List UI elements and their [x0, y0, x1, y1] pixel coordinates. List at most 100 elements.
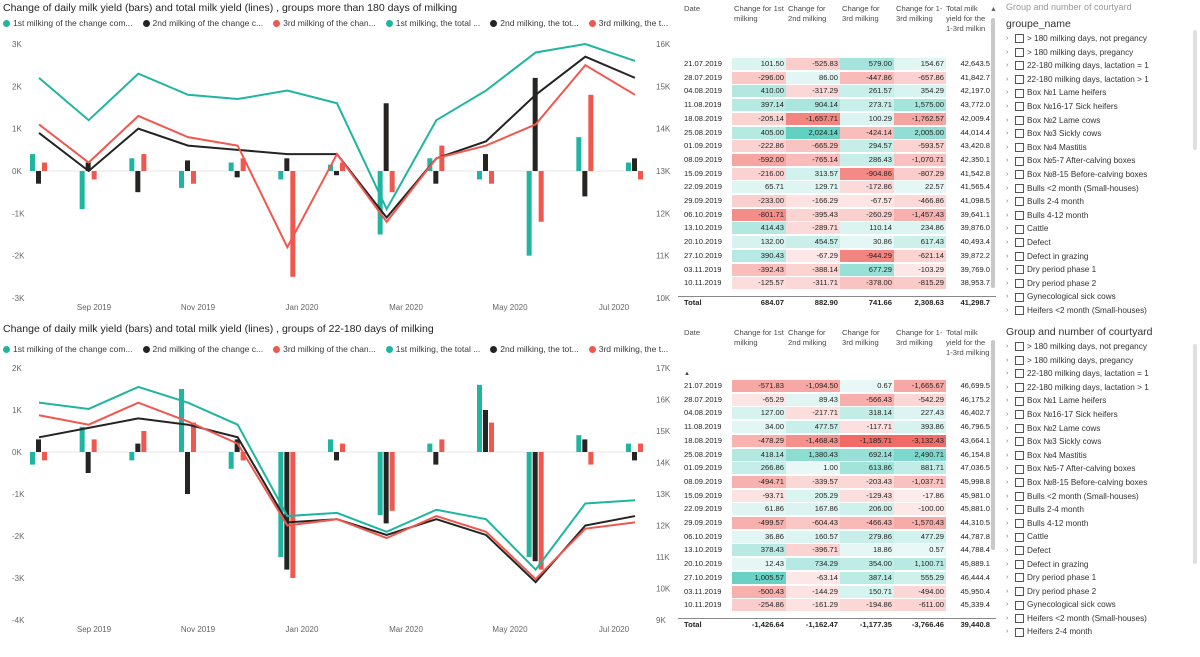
checkbox[interactable] [1015, 532, 1024, 542]
table-row[interactable]: 03.11.2019 -500.43 -144.29 150.71 -494.00 45,… [678, 585, 996, 598]
slicer-item[interactable]: › Bulls <2 month (Small-houses) [1006, 490, 1192, 504]
chevron-right-icon[interactable]: › [1006, 356, 1009, 364]
table-row[interactable]: 15.09.2019 -93.71 205.29 -129.43 -17.86 45,98… [678, 489, 996, 502]
bar-oct-2019[interactable] [141, 431, 147, 452]
bar-aug-2020[interactable] [632, 158, 637, 171]
checkbox[interactable] [1015, 143, 1024, 153]
checkbox[interactable] [1015, 464, 1024, 474]
checkbox[interactable] [1015, 197, 1024, 207]
bar-sep-2019[interactable] [91, 171, 97, 180]
bar-sep-2019[interactable] [85, 452, 91, 473]
legend-item[interactable]: 1st milking, the total ... [385, 18, 480, 28]
slicer-item[interactable]: › Heifers 2-4 month [1006, 625, 1192, 639]
bar-aug-2020[interactable] [626, 443, 631, 452]
checkbox[interactable] [1015, 115, 1024, 125]
slicer-item[interactable]: › Box №5-7 After-calving boxes [1006, 462, 1192, 476]
chevron-right-icon[interactable]: › [1006, 130, 1009, 138]
checkbox[interactable] [1015, 573, 1024, 583]
checkbox[interactable] [1015, 102, 1024, 112]
checkbox[interactable] [1015, 183, 1024, 193]
bar-aug-2020[interactable] [626, 162, 631, 171]
checkbox[interactable] [1015, 478, 1024, 488]
bar-jan-2020[interactable] [278, 171, 284, 180]
chevron-right-icon[interactable]: › [1006, 560, 1009, 568]
bar-nov-2019[interactable] [191, 422, 196, 452]
bar-nov-2019[interactable] [179, 171, 184, 188]
checkbox[interactable] [1015, 47, 1024, 57]
bar-oct-2019[interactable] [141, 154, 147, 171]
bar-feb-2020[interactable] [334, 171, 339, 176]
bar-dec-2019[interactable] [240, 158, 246, 171]
checkbox[interactable] [1015, 437, 1024, 447]
bar-jun-2020[interactable] [538, 452, 544, 570]
slicer-item[interactable]: › Dry period phase 1 [1006, 571, 1192, 585]
bar-mar-2020[interactable] [389, 452, 395, 511]
table-row[interactable]: 13.10.2019 414.43 -289.71 110.14 234.86 39,87… [678, 222, 996, 235]
chevron-right-icon[interactable]: › [1006, 546, 1009, 554]
table-row[interactable]: 29.09.2019 -499.57 -604.43 -466.43 -1,570.43… [678, 517, 996, 529]
bar-jan-2020[interactable] [290, 171, 296, 277]
checkbox[interactable] [1015, 505, 1024, 515]
bar-jul-2020[interactable] [582, 171, 588, 197]
checkbox[interactable] [1015, 251, 1024, 261]
table-row[interactable]: 27.10.2019 390.43 -67.29 -944.29 -621.14 39,8… [678, 249, 996, 262]
checkbox[interactable] [1015, 355, 1024, 365]
bar-jun-2020[interactable] [532, 452, 538, 562]
slicer-item[interactable]: › 22-180 milking days, lactation = 1 [1006, 59, 1192, 73]
slicer2-scrollbar[interactable] [1193, 344, 1197, 564]
bar-aug-2019[interactable] [30, 452, 35, 465]
chevron-right-icon[interactable]: › [1006, 424, 1009, 432]
slicer-item[interactable]: › Bulls 4-12 month [1006, 209, 1192, 223]
chevron-right-icon[interactable]: › [1006, 48, 1009, 56]
slicer-item[interactable]: › Bulls 2-4 month [1006, 503, 1192, 517]
sort-ascending-icon[interactable]: ▲ [684, 371, 690, 377]
chevron-right-icon[interactable]: › [1006, 75, 1009, 83]
slicer-item[interactable]: › Cattle [1006, 530, 1192, 544]
col-date-header[interactable]: Date [684, 4, 701, 13]
bar-aug-2019[interactable] [42, 452, 47, 461]
checkbox[interactable] [1015, 170, 1024, 180]
legend-item[interactable]: 2nd milking, the tot... [490, 344, 579, 354]
table-row[interactable]: 28.07.2019 -65.29 89.43 -566.43 -542.29 46,17… [678, 393, 996, 406]
legend-item[interactable]: 3rd milking, the t... [588, 18, 668, 28]
bar-may-2020[interactable] [489, 422, 494, 452]
chevron-right-icon[interactable]: › [1006, 451, 1009, 459]
table-row[interactable]: 08.09.2019 -592.00 -765.14 286.43 -1,070.71 4… [678, 153, 996, 166]
table-row[interactable]: 10.11.2019 -125.57 -311.71 -378.00 -815.29 38… [678, 277, 996, 290]
col-header[interactable]: Change for 3rd milking [842, 4, 880, 23]
col-header[interactable]: Total milk yield for the 1-3rd milking [946, 328, 990, 357]
bar-feb-2020[interactable] [340, 443, 345, 452]
chevron-right-icon[interactable]: › [1006, 35, 1009, 42]
col-header[interactable]: Change for 1st milking [734, 328, 784, 347]
chevron-right-icon[interactable]: › [1006, 383, 1009, 391]
chevron-right-icon[interactable]: › [1006, 397, 1009, 405]
bar-mar-2020[interactable] [377, 171, 383, 235]
slicer-item[interactable]: › Heifers <2 month (Small-houses) [1006, 304, 1192, 318]
col-header[interactable]: Change for 1-3rd milking [896, 4, 943, 23]
legend-item[interactable]: 3rd milking, the t... [588, 344, 668, 354]
legend-item[interactable]: 2nd milking, the tot... [490, 18, 579, 28]
checkbox[interactable] [1015, 75, 1024, 85]
chevron-right-icon[interactable]: › [1006, 601, 1009, 609]
table-row[interactable]: 18.08.2019 -205.14 -1,657.71 100.29 -1,762.5… [678, 112, 996, 125]
slicer-item[interactable]: › Defect [1006, 236, 1192, 250]
checkbox[interactable] [1015, 546, 1024, 556]
slicer-item[interactable]: › Box №1 Lame heifers [1006, 394, 1192, 408]
slicer-item[interactable]: › Box №8-15 Before-calving boxes [1006, 168, 1192, 182]
slicer-item[interactable]: › > 180 milking days, not pregancy [1006, 32, 1192, 46]
bar-sep-2019[interactable] [85, 162, 91, 171]
bar-apr-2020[interactable] [439, 145, 445, 171]
bar-dec-2019[interactable] [234, 171, 240, 178]
checkbox[interactable] [1015, 369, 1024, 379]
table-row[interactable]: 20.10.2019 12.43 734.29 354.00 1,100.71 45,88… [678, 558, 996, 571]
bar-dec-2019[interactable] [234, 439, 240, 452]
slicer-item[interactable]: › Bulls 2-4 month [1006, 195, 1192, 209]
table-row[interactable]: 13.10.2019 378.43 -396.71 18.86 0.57 44,788.4 [678, 544, 996, 557]
bar-nov-2019[interactable] [185, 452, 190, 494]
checkbox[interactable] [1015, 423, 1024, 433]
checkbox[interactable] [1015, 410, 1024, 420]
chevron-right-icon[interactable]: › [1006, 628, 1009, 636]
chevron-right-icon[interactable]: › [1006, 465, 1009, 473]
table-row[interactable]: 22.09.2019 61.86 167.86 206.00 -100.00 45,881… [678, 503, 996, 516]
chevron-right-icon[interactable]: › [1006, 89, 1009, 97]
